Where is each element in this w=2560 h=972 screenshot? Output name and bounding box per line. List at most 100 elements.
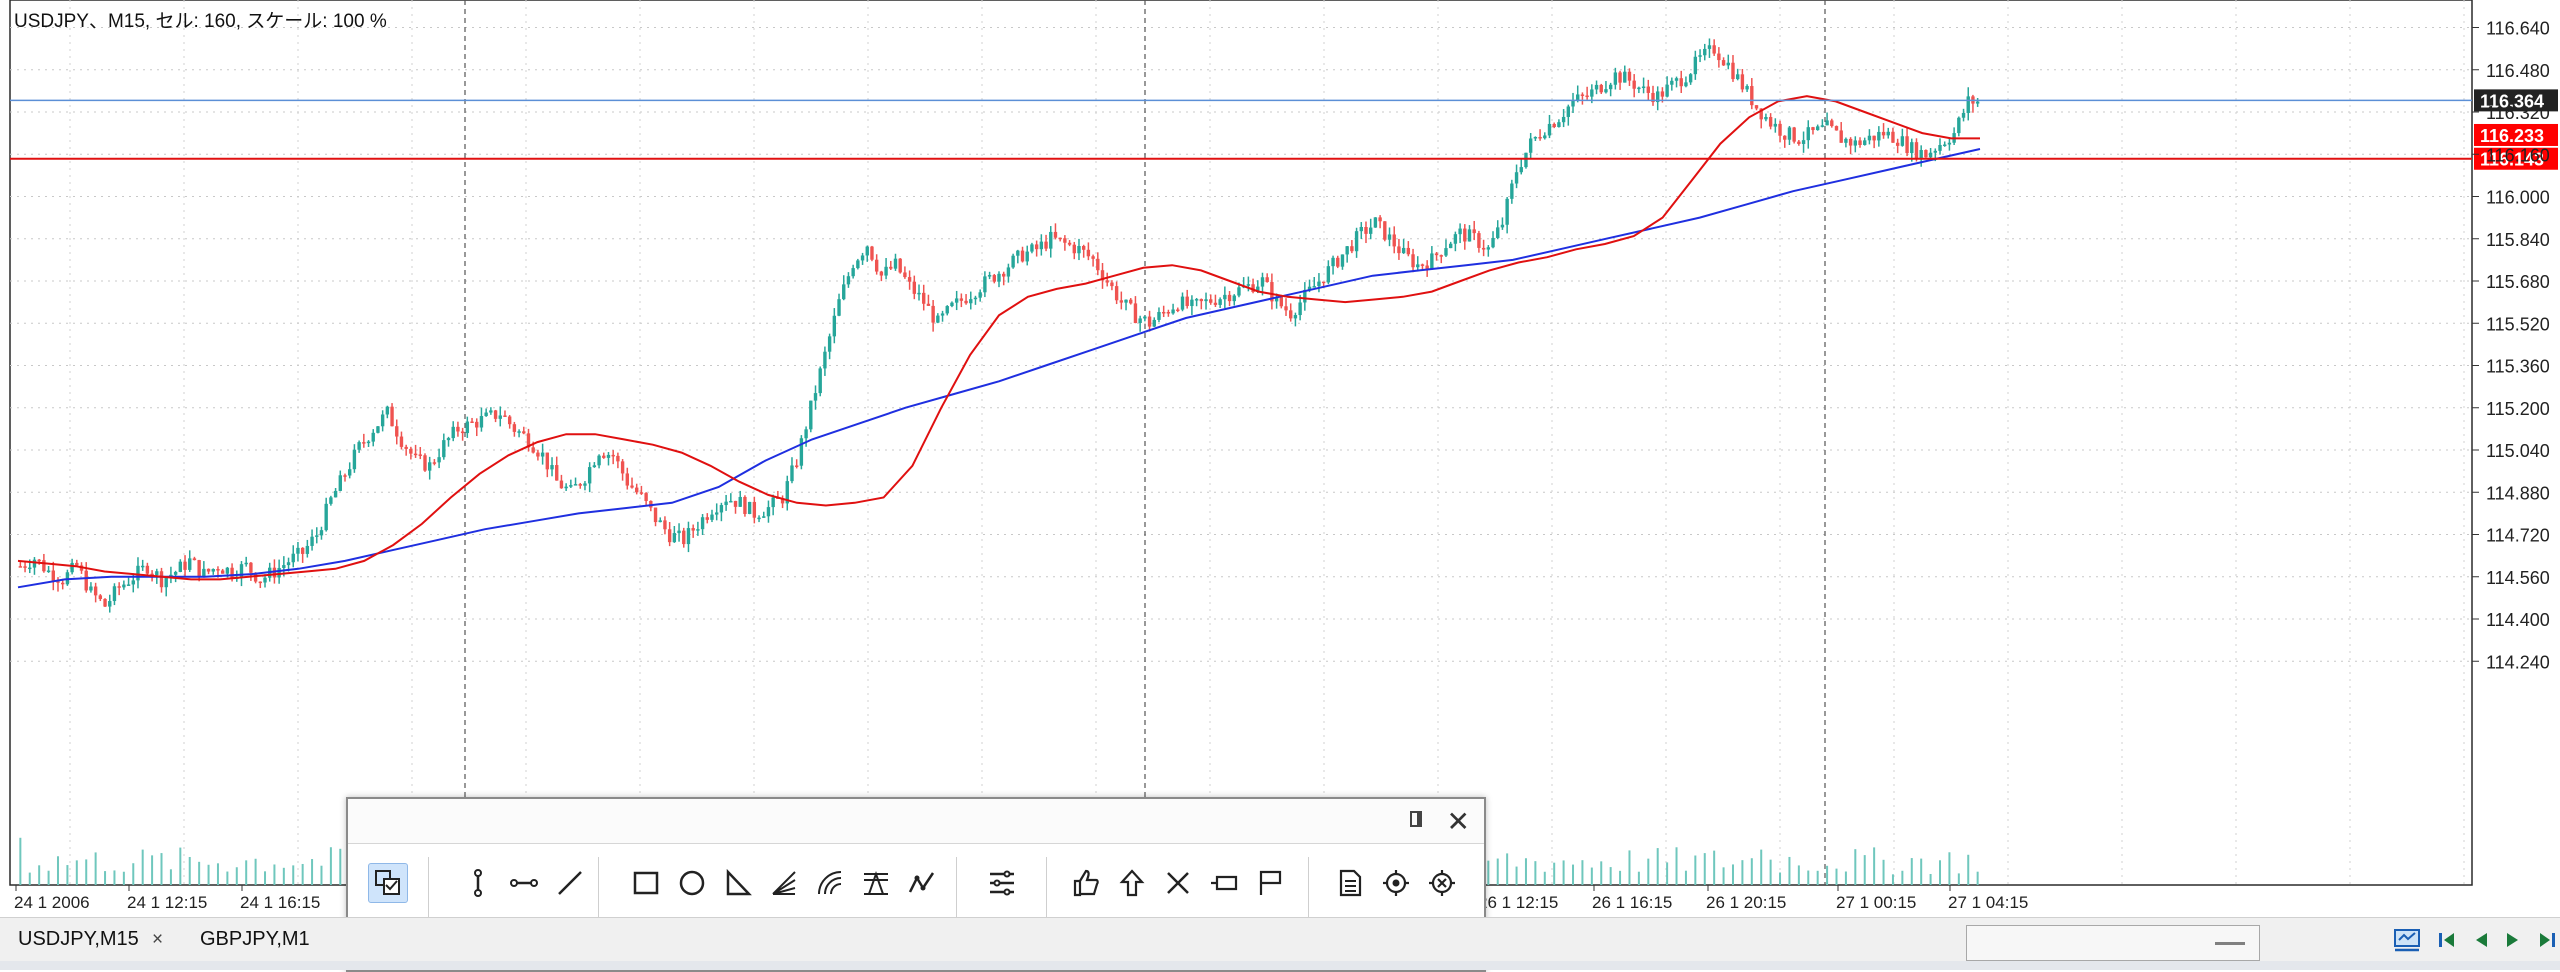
document-icon[interactable]: [1330, 863, 1370, 903]
candle-body: [1143, 316, 1147, 319]
volume-bar: [104, 871, 107, 885]
price-tick-label: 114.240: [2486, 652, 2550, 672]
candle-body: [1190, 299, 1194, 307]
candle-body: [1599, 84, 1603, 93]
candle-body: [1806, 127, 1810, 141]
candle-body: [206, 568, 211, 572]
candle-body: [1289, 310, 1293, 319]
time-tick-label: 24 1 12:15: [127, 893, 207, 912]
candle-body: [51, 570, 55, 582]
candle-body: [1067, 242, 1072, 245]
stop-icon[interactable]: [1422, 863, 1462, 903]
triangle-icon[interactable]: [718, 863, 758, 903]
candle-body: [362, 442, 366, 444]
tab-gbpjpy-m1[interactable]: GBPJPY,M1: [200, 928, 310, 950]
candle-body: [352, 449, 357, 470]
candle-body: [61, 582, 65, 585]
list-icon[interactable]: [982, 863, 1022, 903]
candle-body: [1439, 255, 1443, 257]
tab-close-button[interactable]: ×: [152, 929, 164, 950]
volume-bar: [122, 871, 125, 885]
candle-body: [842, 284, 846, 300]
zigzag-icon[interactable]: [902, 863, 942, 903]
candle-body: [159, 571, 164, 588]
candle-body: [1284, 306, 1288, 311]
candle-body: [1077, 246, 1081, 254]
volume-bar: [132, 863, 135, 885]
candle-body: [427, 462, 432, 471]
horizontal-line-icon[interactable]: [504, 863, 544, 903]
candle-body: [1383, 221, 1387, 240]
candle-body: [1463, 228, 1467, 242]
candle-body: [1331, 257, 1335, 267]
ma-fast-line: [17, 95, 1980, 581]
target-icon[interactable]: [1376, 863, 1416, 903]
arrow-up-icon[interactable]: [1112, 863, 1152, 903]
volume-bar: [1854, 849, 1857, 885]
ellipse-icon[interactable]: [672, 863, 712, 903]
candle-body: [376, 426, 380, 433]
candle-body: [832, 315, 837, 337]
candle-body: [1411, 254, 1415, 268]
candle-body: [635, 487, 639, 493]
price-chart[interactable]: 116.364 116.233 116.143 116.640 116.480 116.…: [0, 0, 2560, 917]
arc-icon[interactable]: [810, 863, 850, 903]
price-tick-label: 114.720: [2486, 526, 2550, 546]
first-bar-icon[interactable]: [2436, 929, 2458, 956]
candle-body: [912, 281, 917, 294]
cross-icon[interactable]: [1158, 863, 1198, 903]
candle-body: [1406, 247, 1411, 255]
candle-body: [1340, 254, 1345, 267]
candle-body: [1039, 241, 1044, 250]
candle-body: [1016, 250, 1020, 256]
candle-body: [1265, 277, 1269, 283]
candle-body: [230, 567, 234, 578]
candle-body: [1147, 316, 1152, 327]
rectangle-icon[interactable]: [626, 863, 666, 903]
cursor-select-icon[interactable]: [368, 863, 408, 903]
candle-body: [70, 562, 74, 573]
fan-icon[interactable]: [764, 863, 804, 903]
candle-body: [611, 454, 615, 457]
thumbs-up-icon[interactable]: [1066, 863, 1106, 903]
candle-body: [922, 292, 926, 304]
candle-body: [1580, 94, 1585, 96]
tab-usdjpy-m15[interactable]: USDJPY,M15: [18, 928, 139, 950]
candle-body: [1161, 311, 1166, 314]
previous-bar-icon[interactable]: [2472, 929, 2490, 956]
last-bar-icon[interactable]: [2536, 929, 2558, 956]
candle-body: [460, 431, 465, 434]
candle-body: [710, 514, 714, 520]
candle-body: [870, 246, 874, 260]
flag-icon[interactable]: [1250, 863, 1290, 903]
gann-icon[interactable]: [856, 863, 896, 903]
candle-body: [1674, 78, 1679, 81]
candle-body: [1693, 56, 1698, 75]
candle-body: [1754, 105, 1759, 109]
minus-icon[interactable]: [2215, 942, 2245, 945]
price-label-left-icon[interactable]: [1204, 863, 1244, 903]
candle-body: [1500, 224, 1505, 228]
pin-icon[interactable]: [1410, 811, 1422, 827]
candle-body: [1227, 294, 1232, 302]
panel-title-bar[interactable]: ✕: [348, 799, 1484, 844]
volume-bar: [1609, 867, 1612, 885]
candle-body: [780, 498, 785, 504]
vertical-line-icon[interactable]: [458, 863, 498, 903]
candle-body: [315, 535, 319, 537]
volume-bar: [235, 867, 238, 885]
candle-body: [940, 313, 945, 316]
candle-body: [1891, 131, 1895, 143]
candle-body: [1213, 302, 1218, 305]
candle-body: [371, 432, 375, 442]
time-tick-label: 24 1 2006: [14, 893, 90, 912]
chart-shift-icon[interactable]: [2392, 927, 2422, 958]
candle-body: [1966, 96, 1970, 113]
candle-body: [188, 558, 192, 570]
candle-body: [1392, 234, 1396, 247]
trend-line-icon[interactable]: [550, 863, 590, 903]
next-bar-icon[interactable]: [2504, 929, 2522, 956]
candle-body: [1472, 229, 1476, 234]
scroll-box[interactable]: [1966, 925, 2260, 961]
panel-close-button[interactable]: ✕: [1446, 806, 1470, 837]
